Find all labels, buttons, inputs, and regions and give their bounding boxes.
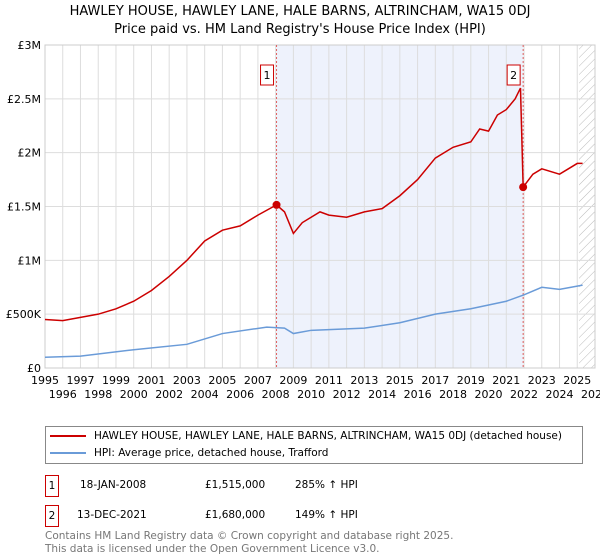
x-tick-label: 2012 bbox=[333, 388, 361, 401]
property-price-line bbox=[44, 87, 583, 322]
footer-line-2: This data is licensed under the Open Gov… bbox=[45, 543, 380, 555]
x-tick-label: 2020 bbox=[475, 388, 503, 401]
transaction-row: 2 13-DEC-2021 £1,680,000 149% ↑ HPI bbox=[45, 505, 445, 527]
chart-title: HAWLEY HOUSE, HAWLEY LANE, HALE BARNS, A… bbox=[69, 4, 531, 19]
hpi-change: 149% ↑ HPI bbox=[295, 509, 358, 521]
y-tick-label: £2M bbox=[18, 147, 42, 160]
legend-label-hpi: HPI: Average price, detached house, Traf… bbox=[94, 447, 329, 459]
x-tick-label: 2016 bbox=[404, 388, 432, 401]
sale-point bbox=[272, 200, 281, 209]
x-tick-label: 2024 bbox=[546, 388, 574, 401]
x-tick-label: 2002 bbox=[155, 388, 183, 401]
legend-swatch-property bbox=[50, 435, 86, 437]
legend-swatch-hpi bbox=[50, 452, 86, 454]
sale-label: 2 bbox=[510, 69, 517, 82]
sale-point bbox=[519, 183, 528, 192]
x-tick-label: 2022 bbox=[510, 388, 538, 401]
x-tick-label: 1997 bbox=[66, 374, 94, 387]
x-tick-label: 2005 bbox=[208, 374, 236, 387]
x-tick-label: 2017 bbox=[421, 374, 449, 387]
y-tick-label: £1M bbox=[18, 254, 42, 267]
x-tick-label: 2003 bbox=[173, 374, 201, 387]
x-tick-label: 1995 bbox=[31, 374, 59, 387]
x-tick-label: 2018 bbox=[439, 388, 467, 401]
x-tick-label: 2000 bbox=[120, 388, 148, 401]
legend-label-property: HAWLEY HOUSE, HAWLEY LANE, HALE BARNS, A… bbox=[94, 430, 562, 442]
x-tick-label: 2021 bbox=[492, 374, 520, 387]
hpi-change: 285% ↑ HPI bbox=[295, 479, 358, 491]
x-tick-label: 1999 bbox=[102, 374, 130, 387]
footer: Contains HM Land Registry data © Crown c… bbox=[45, 530, 453, 556]
y-tick-label: £2.5M bbox=[7, 93, 41, 106]
sale-label-box bbox=[260, 64, 275, 86]
x-tick-label: 2004 bbox=[191, 388, 219, 401]
footer-line-1: Contains HM Land Registry data © Crown c… bbox=[45, 530, 454, 542]
x-tick-label: 2023 bbox=[528, 374, 556, 387]
x-tick-label: 2013 bbox=[350, 374, 378, 387]
plot-border bbox=[44, 44, 596, 369]
y-tick-label: £3M bbox=[18, 39, 42, 52]
x-tick-label: 2026 bbox=[581, 388, 600, 401]
marker-badge: 2 bbox=[45, 505, 59, 527]
x-tick-label: 2001 bbox=[137, 374, 165, 387]
x-tick-label: 2008 bbox=[262, 388, 290, 401]
date: 18-JAN-2008 bbox=[80, 479, 147, 491]
x-tick-label: 2014 bbox=[368, 388, 396, 401]
date: 13-DEC-2021 bbox=[77, 509, 147, 521]
legend-item-hpi: HPI: Average price, detached house, Traf… bbox=[50, 447, 328, 459]
chart-subtitle: Price paid vs. HM Land Registry's House … bbox=[114, 22, 486, 37]
x-tick-label: 2015 bbox=[386, 374, 414, 387]
x-tick-label: 2011 bbox=[315, 374, 343, 387]
y-tick-label: £500K bbox=[6, 308, 42, 321]
legend: HAWLEY HOUSE, HAWLEY LANE, HALE BARNS, A… bbox=[45, 426, 583, 464]
y-tick-label: £1.5M bbox=[7, 201, 41, 214]
sale-label: 1 bbox=[264, 69, 271, 82]
x-tick-label: 2007 bbox=[244, 374, 272, 387]
x-tick-label: 2010 bbox=[297, 388, 325, 401]
x-tick-label: 2006 bbox=[226, 388, 254, 401]
sale-label-box bbox=[506, 64, 521, 86]
x-tick-label: 1996 bbox=[49, 388, 77, 401]
price: £1,680,000 bbox=[205, 509, 266, 521]
price: £1,515,000 bbox=[205, 479, 266, 491]
marker-badge: 1 bbox=[45, 475, 59, 497]
hpi-line bbox=[44, 284, 583, 358]
x-tick-label: 2009 bbox=[279, 374, 307, 387]
legend-item-property: HAWLEY HOUSE, HAWLEY LANE, HALE BARNS, A… bbox=[50, 430, 562, 442]
x-tick-label: 2025 bbox=[563, 374, 591, 387]
y-tick-label: £0 bbox=[27, 362, 41, 375]
chart: 1995199619971998199920002001200220032004… bbox=[6, 39, 600, 401]
x-tick-label: 1998 bbox=[84, 388, 112, 401]
transaction-row: 1 18-JAN-2008 £1,515,000 285% ↑ HPI bbox=[45, 475, 445, 497]
x-tick-label: 2019 bbox=[457, 374, 485, 387]
